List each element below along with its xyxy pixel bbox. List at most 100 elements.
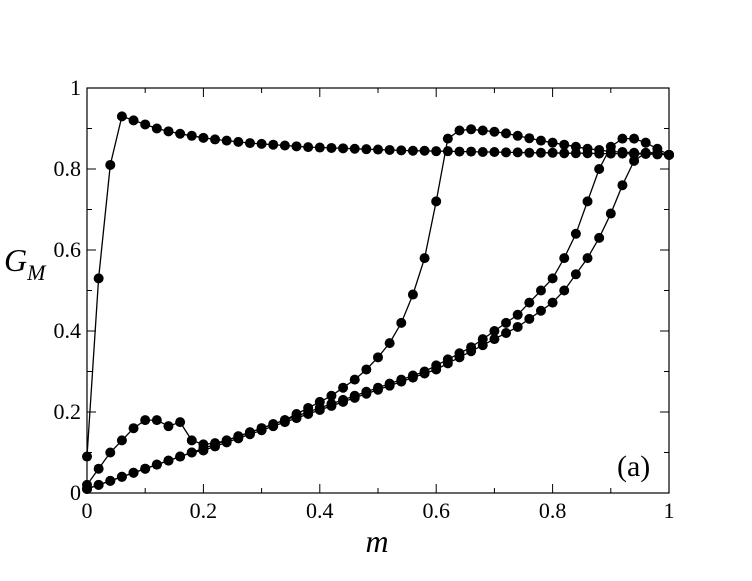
data-point — [629, 155, 640, 166]
x-tick-label: 0 — [82, 498, 93, 523]
data-point — [244, 429, 255, 440]
data-point — [466, 124, 477, 135]
data-point — [477, 146, 488, 157]
data-point — [221, 437, 232, 448]
data-point — [163, 455, 174, 466]
data-point — [140, 415, 151, 426]
data-point — [454, 146, 465, 157]
data-point — [303, 409, 314, 420]
data-point — [186, 130, 197, 141]
data-point — [396, 317, 407, 328]
panel-label: (a) — [617, 450, 650, 483]
data-point — [128, 115, 139, 126]
y-tick-label: 0.2 — [54, 399, 82, 424]
data-point — [373, 144, 383, 155]
data-point — [140, 463, 151, 474]
data-point — [93, 463, 104, 474]
data-point — [175, 451, 186, 462]
data-point — [559, 253, 570, 264]
data-point — [128, 423, 139, 434]
data-point — [419, 368, 430, 379]
data-point — [431, 196, 442, 207]
data-point — [384, 380, 395, 391]
data-point — [175, 128, 186, 139]
data-point — [570, 141, 581, 152]
data-point — [373, 352, 383, 363]
data-point — [210, 134, 221, 145]
data-point — [198, 445, 209, 456]
data-point — [361, 388, 372, 399]
data-point — [105, 159, 116, 170]
data-point — [570, 228, 581, 239]
data-point — [396, 376, 407, 387]
data-point — [594, 164, 605, 174]
ticks-layer: 0 0.2 0.4 0.6 0.8 1 0 0.2 0.4 0.6 0.8 1 — [54, 75, 675, 523]
data-point — [582, 143, 593, 154]
x-tick-label: 0.4 — [306, 498, 334, 523]
data-point — [640, 137, 651, 148]
x-tick-label: 0.8 — [539, 498, 567, 523]
data-point — [605, 208, 616, 219]
data-point — [466, 346, 477, 357]
data-point — [151, 123, 162, 134]
data-point — [198, 132, 209, 143]
data-point — [349, 143, 360, 154]
data-point — [431, 364, 442, 375]
data-point — [151, 459, 162, 470]
data-point — [349, 374, 360, 385]
data-point — [570, 269, 581, 280]
series-3 — [82, 133, 674, 494]
data-point — [338, 396, 349, 407]
data-point — [524, 133, 535, 144]
data-point — [535, 135, 546, 146]
plot-frame — [86, 87, 670, 494]
y-axis-title-sub: M — [26, 260, 47, 285]
data-point — [105, 475, 116, 486]
data-point — [163, 421, 174, 432]
data-point — [349, 392, 360, 403]
series-4 — [82, 147, 674, 494]
data-point — [617, 133, 628, 144]
data-point — [186, 447, 197, 458]
data-point — [279, 417, 290, 428]
data-point — [489, 146, 500, 157]
data-point — [617, 146, 628, 157]
data-point — [442, 133, 453, 144]
data-point — [244, 138, 255, 149]
data-point — [186, 435, 197, 446]
data-point — [454, 125, 465, 136]
data-point — [279, 140, 290, 151]
data-point — [489, 326, 500, 336]
data-point — [640, 147, 651, 158]
data-point — [594, 232, 605, 243]
data-point — [338, 143, 349, 154]
data-point — [151, 415, 162, 426]
data-point — [524, 297, 535, 308]
data-point — [116, 111, 127, 122]
data-point — [466, 146, 477, 157]
data-point — [617, 180, 628, 191]
data-point — [489, 126, 500, 137]
data-point — [233, 433, 244, 444]
data-point — [582, 196, 593, 207]
data-point — [314, 404, 325, 415]
data-point — [338, 382, 349, 393]
data-point — [105, 447, 116, 458]
series-line — [86, 128, 670, 486]
data-point — [547, 147, 558, 158]
data-point — [373, 384, 383, 395]
data-point — [407, 372, 418, 383]
data-point — [547, 137, 558, 148]
x-tick-label: 0.2 — [190, 498, 218, 523]
data-point — [175, 417, 186, 428]
data-point — [535, 305, 546, 316]
data-point — [535, 285, 546, 296]
data-point — [477, 340, 488, 351]
data-point — [291, 141, 302, 152]
y-tick-label: 0 — [70, 480, 81, 505]
x-axis-title: m — [365, 523, 388, 559]
data-point — [454, 352, 465, 363]
data-point — [629, 133, 640, 144]
data-point — [477, 125, 488, 136]
